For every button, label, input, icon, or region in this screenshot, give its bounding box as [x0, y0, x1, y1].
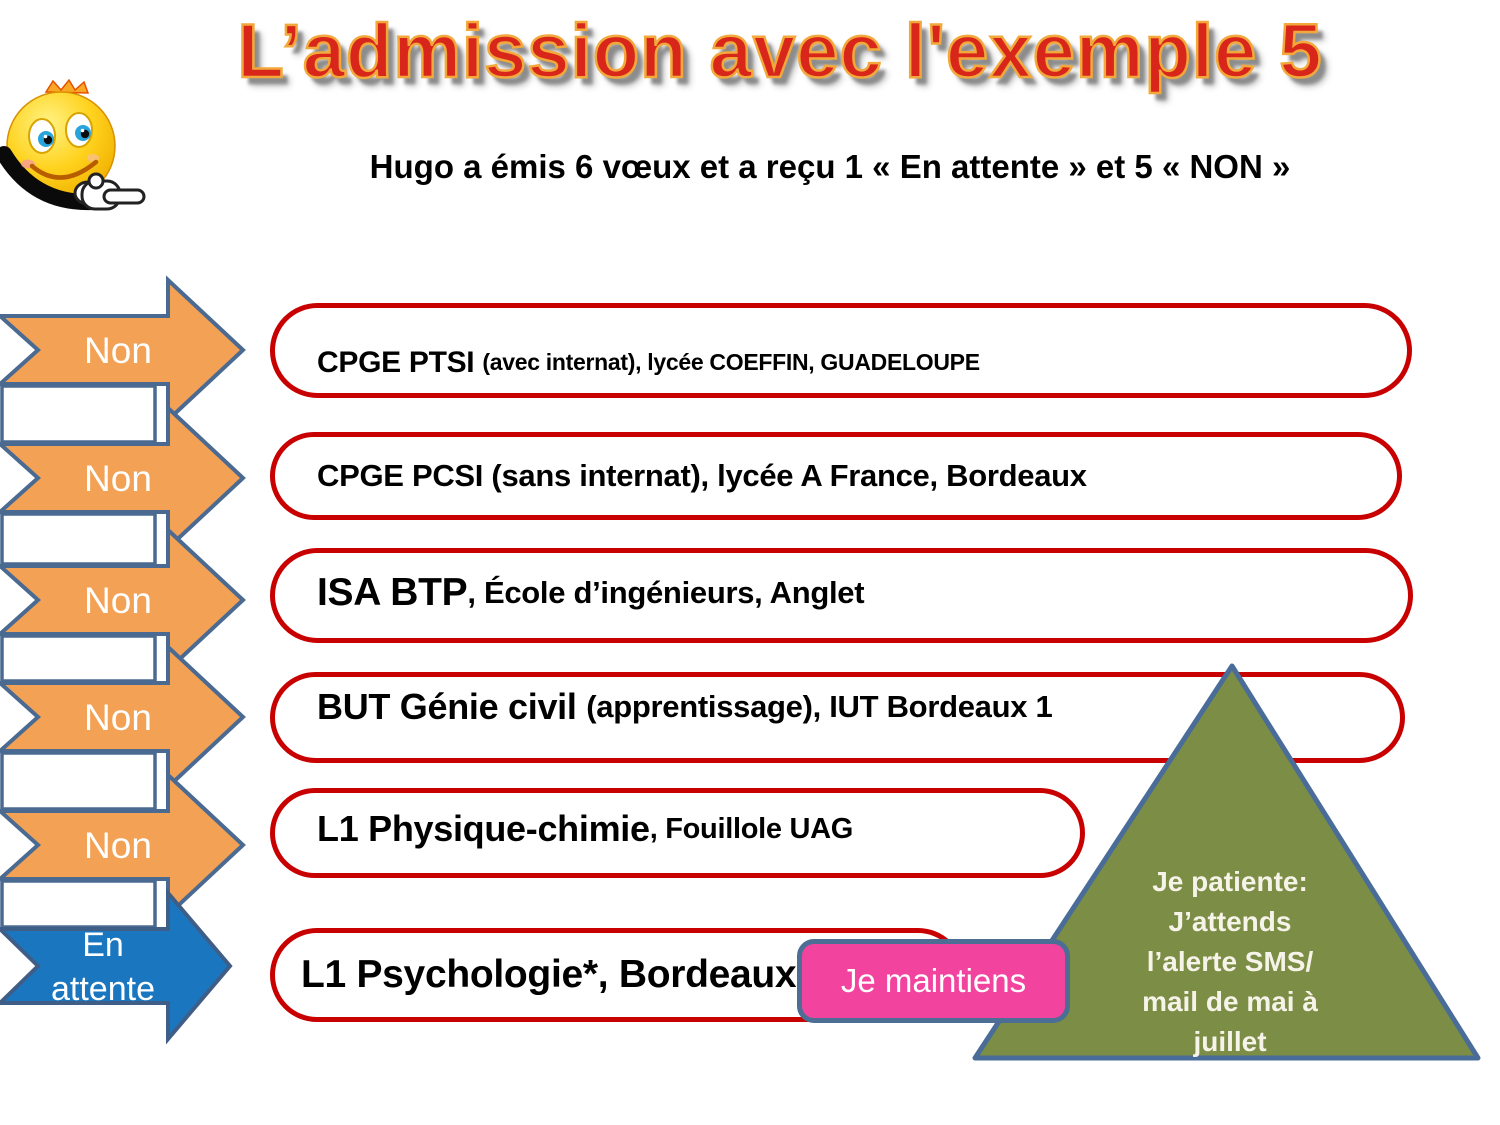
wish-main: L1 Psychologie*, Bordeaux — [301, 953, 797, 996]
wish-main: ISA BTP — [317, 570, 468, 614]
no-arrow-label: Non — [84, 697, 152, 738]
wait-note-line: J’attends — [1168, 906, 1292, 937]
wish-box-cpge-pcsi: CPGE PCSI (sans internat), lycée A Franc… — [270, 432, 1402, 520]
maintain-button[interactable]: Je maintiens — [797, 939, 1070, 1023]
spacer-band — [0, 879, 157, 929]
wait-arrow-label-line1: En — [82, 926, 124, 964]
no-arrow-label: Non — [84, 580, 152, 621]
wish-detail: , Fouillole UAG — [649, 812, 854, 845]
pointing-hand — [73, 172, 146, 211]
wait-arrow-shape — [0, 887, 233, 1045]
wait-note-line: juillet — [1193, 1026, 1267, 1057]
spacer-band — [0, 634, 157, 683]
wish-main: BUT Génie civil — [317, 685, 587, 727]
no-arrow-label: Non — [84, 458, 152, 499]
smiley-face — [0, 78, 116, 211]
no-arrow-label: Non — [84, 825, 152, 866]
page-subtitle: Hugo a émis 6 vœux et a reçu 1 « En atte… — [369, 148, 1291, 185]
no-arrow-label: Non — [84, 330, 152, 371]
wish-box-l1-physique-chimie: L1 Physique-chimie, Fouillole UAG — [270, 788, 1085, 878]
wait-triangle — [972, 663, 1481, 1061]
wish-detail: (apprentissage), IUT Bordeaux 1 — [586, 688, 1053, 724]
wait-note-line: l’alerte SMS/ — [1146, 946, 1314, 977]
page-title: L’admission avec l'exemple 5 — [236, 8, 1323, 96]
wish-main: CPGE PCSI (sans internat), lycée A Franc… — [317, 458, 1087, 493]
wish-detail: , École d’ingénieurs, Anglet — [467, 574, 865, 610]
wish-main: L1 Physique-chimie — [317, 808, 650, 849]
spacer-band — [0, 512, 157, 566]
wish-box-isa-btp: ISA BTP, École d’ingénieurs, Anglet — [270, 548, 1413, 643]
spacer-band — [0, 384, 157, 444]
wait-note: Je patiente: J’attends l’alerte SMS/ mai… — [1040, 862, 1420, 1062]
wait-note-line: mail de mai à — [1142, 986, 1318, 1017]
spacer-band — [0, 751, 157, 811]
maintain-button-label: Je maintiens — [840, 962, 1027, 999]
wish-main: CPGE PTSI — [317, 345, 483, 379]
pointing-smiley-icon — [0, 78, 146, 211]
wait-note-line: Je patiente: — [1152, 866, 1308, 897]
wish-detail: (avec internat), lycée COEFFIN, GUADELOU… — [482, 349, 980, 375]
wait-arrow-label-line2: attente — [51, 970, 155, 1008]
wish-box-cpge-ptsi: CPGE PTSI (avec internat), lycée COEFFIN… — [270, 303, 1412, 398]
wait-triangle-shape — [972, 663, 1481, 1061]
response-arrow-stack: Non Non Non Non Non En attente — [0, 275, 246, 1045]
